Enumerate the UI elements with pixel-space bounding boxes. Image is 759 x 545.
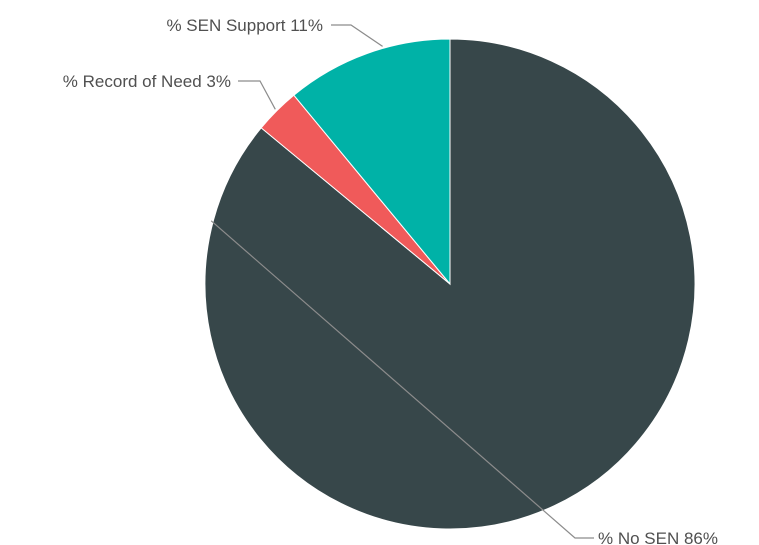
slice-label: % Record of Need 3% <box>63 72 231 91</box>
leader-line <box>238 80 276 110</box>
leader-line <box>331 24 383 47</box>
leader-line <box>210 220 594 539</box>
pie-slice-sen-support <box>293 38 451 286</box>
slice-label: % SEN Support 11% <box>166 16 323 35</box>
slice-label: % No SEN 86% <box>598 529 718 545</box>
